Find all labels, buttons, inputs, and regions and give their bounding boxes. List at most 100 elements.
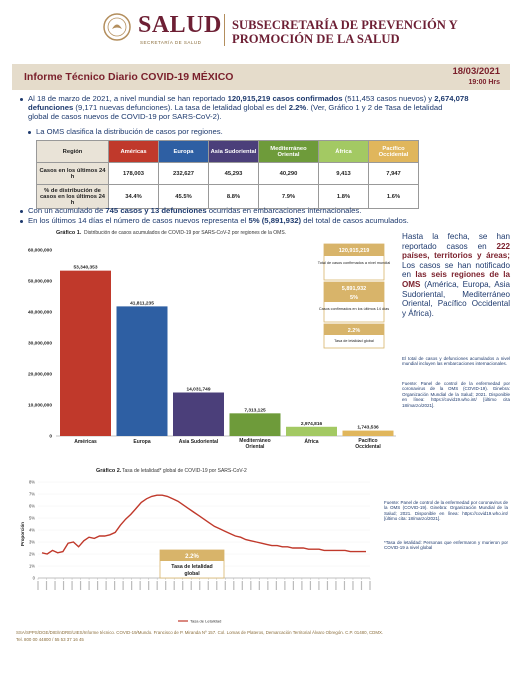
brand-name: SALUD xyxy=(138,12,222,38)
x-tick-label xyxy=(301,581,303,590)
bullet-dot xyxy=(20,98,23,101)
y-tick-label: 50,000,000 xyxy=(28,279,52,285)
chart-cases-by-region: Gráfico 1. Distribución de casos acumulad… xyxy=(28,230,396,450)
y-tick-label: 8% xyxy=(29,480,35,485)
row-label-cases: Casos en los últimos 24 h xyxy=(36,162,109,185)
table-header-americas: Américas xyxy=(108,140,159,163)
y-tick-label: 10,000,000 xyxy=(28,403,52,409)
cell-europa-cases: 232,627 xyxy=(158,162,209,185)
bullet-ships: Con un acumulado de 745 casos y 13 defun… xyxy=(28,206,361,215)
footer-phone: Tel. 800 00 44800 / 55 53 37 16 45 xyxy=(16,636,84,642)
data-label: 41,811,235 xyxy=(130,300,154,306)
x-tick-label xyxy=(352,581,354,590)
bar-Europa xyxy=(116,306,168,436)
x-tick-label xyxy=(96,581,99,590)
text: Los casos se han notificado en xyxy=(402,260,510,280)
data-label: 14,031,749 xyxy=(186,387,210,393)
x-tick-label xyxy=(267,581,269,590)
cell-mediterraneo-cases: 40,290 xyxy=(258,162,319,185)
bar-Asia Sudoriental xyxy=(173,392,224,436)
x-tick-label xyxy=(148,581,150,590)
text: Al 18 de marzo de 2021, a nivel mundial … xyxy=(28,94,228,103)
x-tick-label: Mediterráneo xyxy=(239,438,270,444)
cell-africa-cases: 9,413 xyxy=(318,162,369,185)
text: . (Ver, Gráfico 1 y 2 de Tasa de letalid… xyxy=(306,103,443,112)
table-header-region: Región xyxy=(36,140,109,163)
bar-Américas xyxy=(60,270,111,436)
table-row: % de distribución de casos en los último… xyxy=(36,184,419,209)
x-tick-label: Pacífico xyxy=(358,438,377,444)
info-box-value: 2.2% xyxy=(348,328,361,334)
cell-americas-cases: 178,003 xyxy=(108,162,159,185)
x-tick-label xyxy=(45,581,48,590)
x-tick-label xyxy=(207,581,209,590)
page-header: SALUD SECRETARÍA DE SALUD SUBSECRETARÍA … xyxy=(0,0,522,58)
x-tick-label xyxy=(343,581,346,590)
annotation-value: 2.2% xyxy=(185,554,199,560)
table-header-europa: Europa xyxy=(158,140,209,163)
x-tick-label: Américas xyxy=(74,439,97,445)
x-tick-label xyxy=(360,581,363,590)
y-tick-label: 60,000,000 xyxy=(28,248,52,254)
x-tick-label xyxy=(79,581,82,590)
text-bold: 2,674,078 xyxy=(434,94,469,103)
y-tick-label: 1% xyxy=(29,564,35,569)
info-box-value: 5,891,932 xyxy=(342,286,366,292)
info-box-total-bg xyxy=(324,244,384,256)
x-tick-label xyxy=(335,581,337,590)
info-box-lethality-bg xyxy=(324,324,384,335)
x-tick-label xyxy=(199,581,201,590)
text: (América, Europa, Asia Sudoriental, Medi… xyxy=(402,279,510,318)
chart-subtitle: Distribución de casos acumulados de COVI… xyxy=(84,230,286,236)
info-box-value: 5% xyxy=(350,295,358,301)
page-footer: SSA/SPPS/DGE/DIE/InDRE/UIES/Informe técn… xyxy=(16,630,506,643)
x-tick-label xyxy=(258,581,260,590)
bullet-dot xyxy=(28,131,31,134)
table-header-row: Región Américas Europa Asia Sudoriental … xyxy=(36,140,419,163)
data-label: 53,340,353 xyxy=(73,265,97,271)
x-tick-label xyxy=(275,581,277,590)
chart-subtitle: Tasa de letalidad* global de COVID-19 po… xyxy=(122,468,247,474)
x-tick-label: Europa xyxy=(133,439,150,445)
text-bold: 5% (5,891,932) xyxy=(248,216,302,225)
y-tick-label: 6% xyxy=(29,504,35,509)
y-tick-label: 5% xyxy=(29,516,35,521)
x-tick-label xyxy=(37,581,39,590)
legend-label: Tasa de Letalidad xyxy=(190,619,221,624)
annotation-label: Tasa de letalidad xyxy=(171,564,212,570)
x-tick-label xyxy=(250,581,252,590)
side-note-lethality: *Tasa de letalidad: Personas que enferma… xyxy=(384,540,508,551)
x-tick-label xyxy=(62,581,65,590)
bullet-global-summary: Al 18 de marzo de 2021, a nivel mundial … xyxy=(28,94,508,121)
bullet-dot xyxy=(20,220,23,223)
y-tick-label: 40,000,000 xyxy=(28,310,52,316)
x-tick-label xyxy=(190,581,192,590)
x-tick-label xyxy=(241,581,243,590)
side-source-1: Fuente: Panel de control de la enfermeda… xyxy=(402,381,510,408)
y-tick-label: 0 xyxy=(33,576,36,581)
info-box-label: Tasa de letalidad global xyxy=(334,339,374,343)
report-title: Informe Técnico Diario COVID-19 MÉXICO xyxy=(24,71,234,83)
side-paragraph-regions: Hasta la fecha, se han reportado casos e… xyxy=(402,232,510,318)
header-divider xyxy=(224,14,225,46)
side-source-2: Fuente: Panel de control de la enfermeda… xyxy=(384,500,508,522)
x-tick-label xyxy=(284,581,286,590)
cell-pacifico-pct: 1.6% xyxy=(368,184,419,209)
report-time: 19:00 Hrs xyxy=(468,79,500,86)
chart-lethality-rate: Gráfico 2. Tasa de letalidad* global de C… xyxy=(20,468,371,624)
y-axis-label: Proporción xyxy=(20,522,25,546)
x-tick-label xyxy=(122,581,124,590)
table-row: Casos en los últimos 24 h 178,003 232,62… xyxy=(36,162,419,185)
series-line xyxy=(41,494,366,555)
y-tick-label: 2% xyxy=(29,552,35,557)
chart-title: Gráfico 1. xyxy=(56,230,82,236)
x-tick-label xyxy=(105,581,107,590)
text: (511,453 casos nuevos) y xyxy=(342,94,435,103)
y-tick-label: 0 xyxy=(49,434,52,440)
side-note-ships: El total de casos y defunciones acumulad… xyxy=(402,356,510,367)
x-tick-label xyxy=(309,581,312,590)
text: ocurridas en embarcaciones internacional… xyxy=(206,206,362,215)
x-tick-label xyxy=(114,581,116,590)
text: En los últimos 14 días el número de caso… xyxy=(28,216,249,225)
cell-asia-cases: 45,293 xyxy=(208,162,259,185)
